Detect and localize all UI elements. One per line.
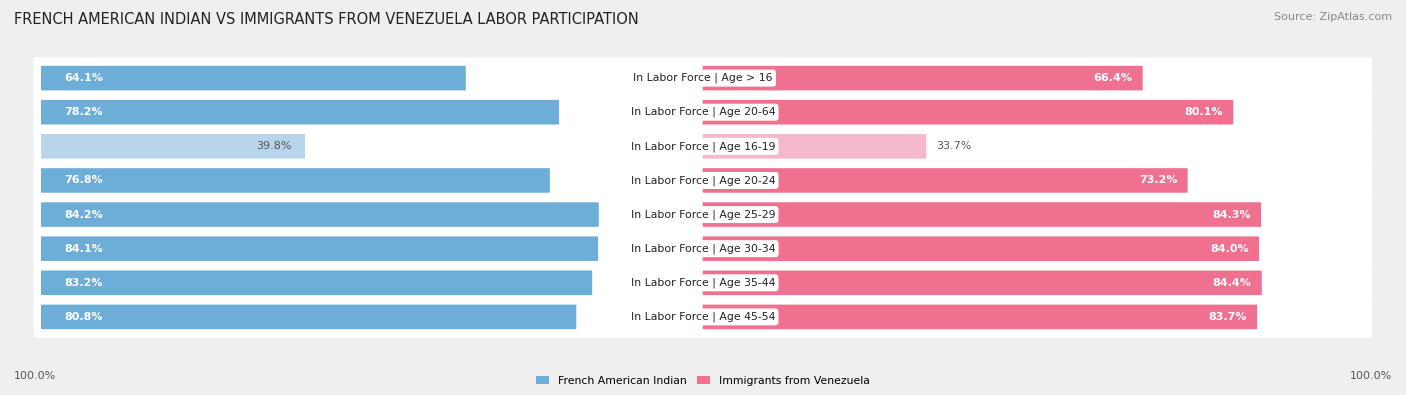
Text: 76.8%: 76.8%: [65, 175, 103, 185]
Text: 73.2%: 73.2%: [1139, 175, 1177, 185]
Text: 84.2%: 84.2%: [65, 210, 103, 220]
Text: 100.0%: 100.0%: [1350, 371, 1392, 381]
Text: 84.1%: 84.1%: [65, 244, 103, 254]
FancyBboxPatch shape: [34, 262, 1372, 304]
Text: 83.7%: 83.7%: [1208, 312, 1247, 322]
Text: Source: ZipAtlas.com: Source: ZipAtlas.com: [1274, 12, 1392, 22]
Text: 80.8%: 80.8%: [65, 312, 103, 322]
Text: 80.1%: 80.1%: [1184, 107, 1223, 117]
FancyBboxPatch shape: [41, 202, 599, 227]
FancyBboxPatch shape: [34, 126, 1372, 167]
FancyBboxPatch shape: [34, 91, 1372, 133]
Text: 64.1%: 64.1%: [65, 73, 104, 83]
Text: In Labor Force | Age 20-64: In Labor Force | Age 20-64: [631, 107, 775, 117]
FancyBboxPatch shape: [41, 305, 576, 329]
Text: 78.2%: 78.2%: [65, 107, 103, 117]
Text: 100.0%: 100.0%: [14, 371, 56, 381]
Text: 39.8%: 39.8%: [256, 141, 291, 151]
Text: In Labor Force | Age 16-19: In Labor Force | Age 16-19: [631, 141, 775, 152]
FancyBboxPatch shape: [34, 296, 1372, 338]
FancyBboxPatch shape: [703, 168, 1188, 193]
FancyBboxPatch shape: [703, 66, 1143, 90]
FancyBboxPatch shape: [34, 57, 1372, 99]
FancyBboxPatch shape: [703, 202, 1261, 227]
FancyBboxPatch shape: [41, 271, 592, 295]
FancyBboxPatch shape: [703, 236, 1260, 261]
FancyBboxPatch shape: [34, 160, 1372, 201]
FancyBboxPatch shape: [703, 100, 1233, 124]
Text: In Labor Force | Age 20-24: In Labor Force | Age 20-24: [631, 175, 775, 186]
Text: 84.4%: 84.4%: [1212, 278, 1251, 288]
Text: 66.4%: 66.4%: [1094, 73, 1132, 83]
Text: In Labor Force | Age 45-54: In Labor Force | Age 45-54: [631, 312, 775, 322]
Text: 33.7%: 33.7%: [936, 141, 972, 151]
FancyBboxPatch shape: [34, 228, 1372, 269]
FancyBboxPatch shape: [703, 305, 1257, 329]
FancyBboxPatch shape: [703, 134, 927, 159]
FancyBboxPatch shape: [41, 66, 465, 90]
FancyBboxPatch shape: [41, 236, 598, 261]
Text: 83.2%: 83.2%: [65, 278, 103, 288]
Text: 84.3%: 84.3%: [1212, 210, 1251, 220]
Text: In Labor Force | Age 30-34: In Labor Force | Age 30-34: [631, 243, 775, 254]
Text: In Labor Force | Age 25-29: In Labor Force | Age 25-29: [631, 209, 775, 220]
Text: FRENCH AMERICAN INDIAN VS IMMIGRANTS FROM VENEZUELA LABOR PARTICIPATION: FRENCH AMERICAN INDIAN VS IMMIGRANTS FRO…: [14, 12, 638, 27]
FancyBboxPatch shape: [703, 271, 1261, 295]
FancyBboxPatch shape: [34, 194, 1372, 235]
Text: In Labor Force | Age > 16: In Labor Force | Age > 16: [633, 73, 773, 83]
Legend: French American Indian, Immigrants from Venezuela: French American Indian, Immigrants from …: [536, 376, 870, 386]
FancyBboxPatch shape: [41, 168, 550, 193]
FancyBboxPatch shape: [41, 134, 305, 159]
Text: In Labor Force | Age 35-44: In Labor Force | Age 35-44: [631, 278, 775, 288]
FancyBboxPatch shape: [41, 100, 560, 124]
Text: 84.0%: 84.0%: [1211, 244, 1249, 254]
